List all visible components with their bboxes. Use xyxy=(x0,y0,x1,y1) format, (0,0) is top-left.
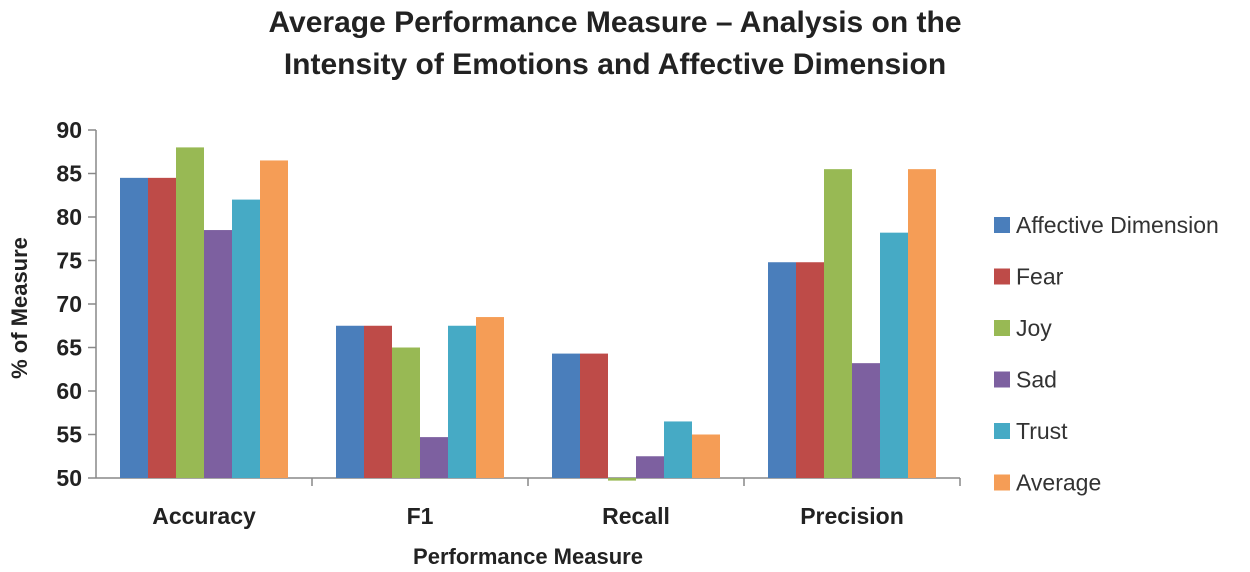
bar-precision-average xyxy=(908,169,936,478)
legend-swatch-sad xyxy=(994,371,1010,388)
x-tick-label: Accuracy xyxy=(152,503,256,529)
legend-swatch-fear xyxy=(994,268,1010,285)
x-axis-label: Performance Measure xyxy=(413,544,643,569)
bar-accuracy-joy xyxy=(176,147,204,478)
y-tick-label: 55 xyxy=(56,422,82,448)
legend-swatch-joy xyxy=(994,320,1010,336)
legend-label-trust: Trust xyxy=(1016,418,1068,444)
bar-f1-average xyxy=(476,317,504,478)
y-tick-label: 85 xyxy=(56,161,82,187)
bar-recall-fear xyxy=(580,353,608,478)
legend-swatch-affective-dimension xyxy=(994,217,1010,233)
bar-accuracy-average xyxy=(260,160,288,478)
legend-label-affective-dimension: Affective Dimension xyxy=(1016,212,1219,238)
bar-accuracy-sad xyxy=(204,230,232,478)
bar-precision-trust xyxy=(880,232,908,478)
y-tick-label: 80 xyxy=(56,204,82,230)
bar-accuracy-affective-dimension xyxy=(120,177,148,478)
bar-f1-sad xyxy=(420,437,448,478)
bar-accuracy-trust xyxy=(232,199,260,478)
y-tick-label: 50 xyxy=(56,465,82,491)
y-tick-label: 60 xyxy=(56,378,82,404)
x-tick-label: F1 xyxy=(407,503,434,529)
bar-recall-sad xyxy=(636,456,664,478)
bar-precision-affective-dimension xyxy=(768,262,796,478)
bar-f1-joy xyxy=(392,347,420,478)
bar-recall-trust xyxy=(664,421,692,478)
bar-recall-average xyxy=(692,434,720,478)
bar-f1-trust xyxy=(448,325,476,478)
bar-recall-joy xyxy=(608,478,636,481)
bar-precision-joy xyxy=(824,169,852,478)
legend-label-sad: Sad xyxy=(1016,367,1057,393)
y-tick-label: 75 xyxy=(56,248,82,274)
bar-precision-fear xyxy=(796,262,824,478)
y-axis-label: % of Measure xyxy=(7,237,32,379)
legend-swatch-average xyxy=(994,474,1010,491)
legend-swatch-trust xyxy=(994,423,1010,439)
bar-precision-sad xyxy=(852,363,880,478)
bar-recall-affective-dimension xyxy=(552,353,580,478)
legend-label-average: Average xyxy=(1016,470,1101,496)
y-tick-label: 90 xyxy=(56,117,82,143)
legend-label-fear: Fear xyxy=(1016,264,1064,290)
legend-label-joy: Joy xyxy=(1016,315,1052,341)
bar-accuracy-fear xyxy=(148,177,176,478)
chart-title-line-1: Average Performance Measure – Analysis o… xyxy=(268,6,962,39)
bar-f1-fear xyxy=(364,325,392,478)
y-tick-label: 65 xyxy=(56,335,82,361)
x-tick-label: Recall xyxy=(602,503,670,529)
chart-title-line-2: Intensity of Emotions and Affective Dime… xyxy=(283,48,947,81)
x-tick-label: Precision xyxy=(800,503,904,529)
bar-f1-affective-dimension xyxy=(336,325,364,478)
y-tick-label: 70 xyxy=(56,291,82,317)
